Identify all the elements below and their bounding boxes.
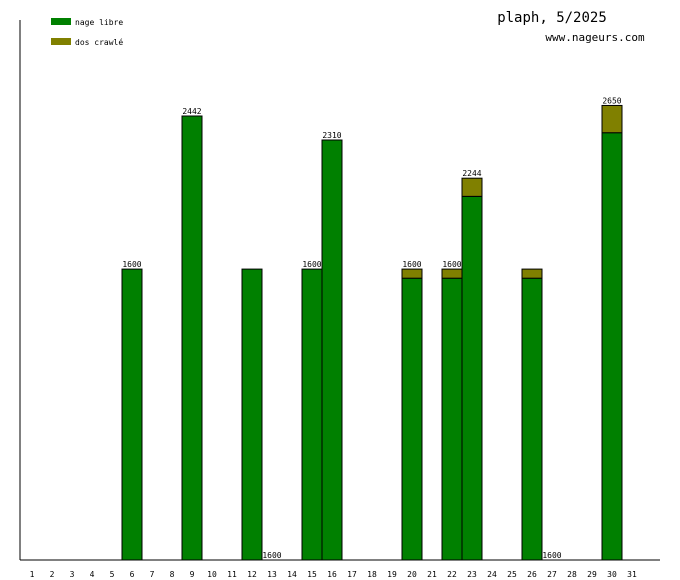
bar-dos-crawle-day-23 — [461, 177, 483, 197]
legend: nage libre dos crawlé — [51, 18, 123, 47]
bar-nage-libre-day-12 — [241, 268, 263, 561]
x-tick-label: 4 — [90, 570, 95, 579]
bar-dos-crawle-day-20 — [401, 268, 423, 279]
x-tick-label: 6 — [130, 570, 135, 579]
x-tick-label: 19 — [387, 570, 397, 579]
axes — [19, 20, 660, 561]
x-tick-label: 11 — [227, 570, 237, 579]
bar-nage-libre-day-6 — [121, 268, 143, 561]
x-tick-label: 3 — [70, 570, 75, 579]
bar-nage-libre-day-16 — [321, 139, 343, 561]
x-tick-label: 7 — [150, 570, 155, 579]
data-label: 1600 — [262, 551, 281, 560]
bar-nage-libre-day-20 — [401, 277, 423, 561]
x-tick-label: 14 — [287, 570, 297, 579]
x-tick-label: 5 — [110, 570, 115, 579]
x-tick-label: 24 — [487, 570, 497, 579]
x-tick-label: 10 — [207, 570, 217, 579]
data-label: 1600 — [122, 260, 141, 269]
bar-dos-crawle-day-26 — [521, 268, 543, 279]
x-tick-label: 9 — [190, 570, 195, 579]
x-tick-label: 25 — [507, 570, 517, 579]
bar-nage-libre-day-23 — [461, 195, 483, 561]
x-tick-label: 1 — [30, 570, 35, 579]
legend-swatch-1 — [51, 18, 71, 25]
site-url: www.nageurs.com — [545, 31, 645, 44]
bar-dos-crawle-day-30 — [601, 104, 623, 134]
x-tick-label: 30 — [607, 570, 617, 579]
x-tick-label: 27 — [547, 570, 557, 579]
x-tick-label: 23 — [467, 570, 477, 579]
bar-nage-libre-day-15 — [301, 268, 323, 561]
bar-nage-libre-day-9 — [181, 115, 203, 561]
legend-swatch-2 — [51, 38, 71, 45]
data-label: 2310 — [322, 131, 341, 140]
data-label: 2244 — [462, 169, 481, 178]
bars — [121, 104, 623, 561]
x-tick-label: 18 — [367, 570, 377, 579]
x-tick-label: 15 — [307, 570, 317, 579]
x-tick-label: 12 — [247, 570, 257, 579]
data-label: 2650 — [602, 96, 621, 105]
x-tick-label: 2 — [50, 570, 55, 579]
x-tick-label: 8 — [170, 570, 175, 579]
data-label: 1600 — [402, 260, 421, 269]
bar-dos-crawle-day-22 — [441, 268, 463, 279]
x-tick-label: 21 — [427, 570, 437, 579]
legend-label-1: nage libre — [75, 18, 123, 27]
legend-label-2: dos crawlé — [75, 37, 123, 47]
data-labels: 1600 2442 1600 1600 2310 1600 1600 2244 1600 2650 — [122, 96, 621, 560]
bar-nage-libre-day-30 — [601, 132, 623, 561]
chart-title: plaph, 5/2025 — [497, 10, 607, 26]
x-tick-label: 16 — [327, 570, 337, 579]
x-tick-label: 29 — [587, 570, 597, 579]
x-tick-label: 31 — [627, 570, 637, 579]
data-label: 2442 — [182, 107, 201, 116]
bar-nage-libre-day-26 — [521, 277, 543, 561]
x-tick-label: 13 — [267, 570, 277, 579]
bar-nage-libre-day-22 — [441, 277, 463, 561]
x-tick-labels: 1 2 3 4 5 6 7 8 9 10 11 12 13 14 15 16 17 18 19 20 21 22 23 24 2… — [30, 570, 637, 579]
x-tick-label: 17 — [347, 570, 357, 579]
data-label: 1600 — [302, 260, 321, 269]
x-tick-label: 22 — [447, 570, 457, 579]
data-label: 1600 — [542, 551, 561, 560]
data-label: 1600 — [442, 260, 461, 269]
x-tick-label: 28 — [567, 570, 577, 579]
x-tick-label: 26 — [527, 570, 537, 579]
x-tick-label: 20 — [407, 570, 417, 579]
